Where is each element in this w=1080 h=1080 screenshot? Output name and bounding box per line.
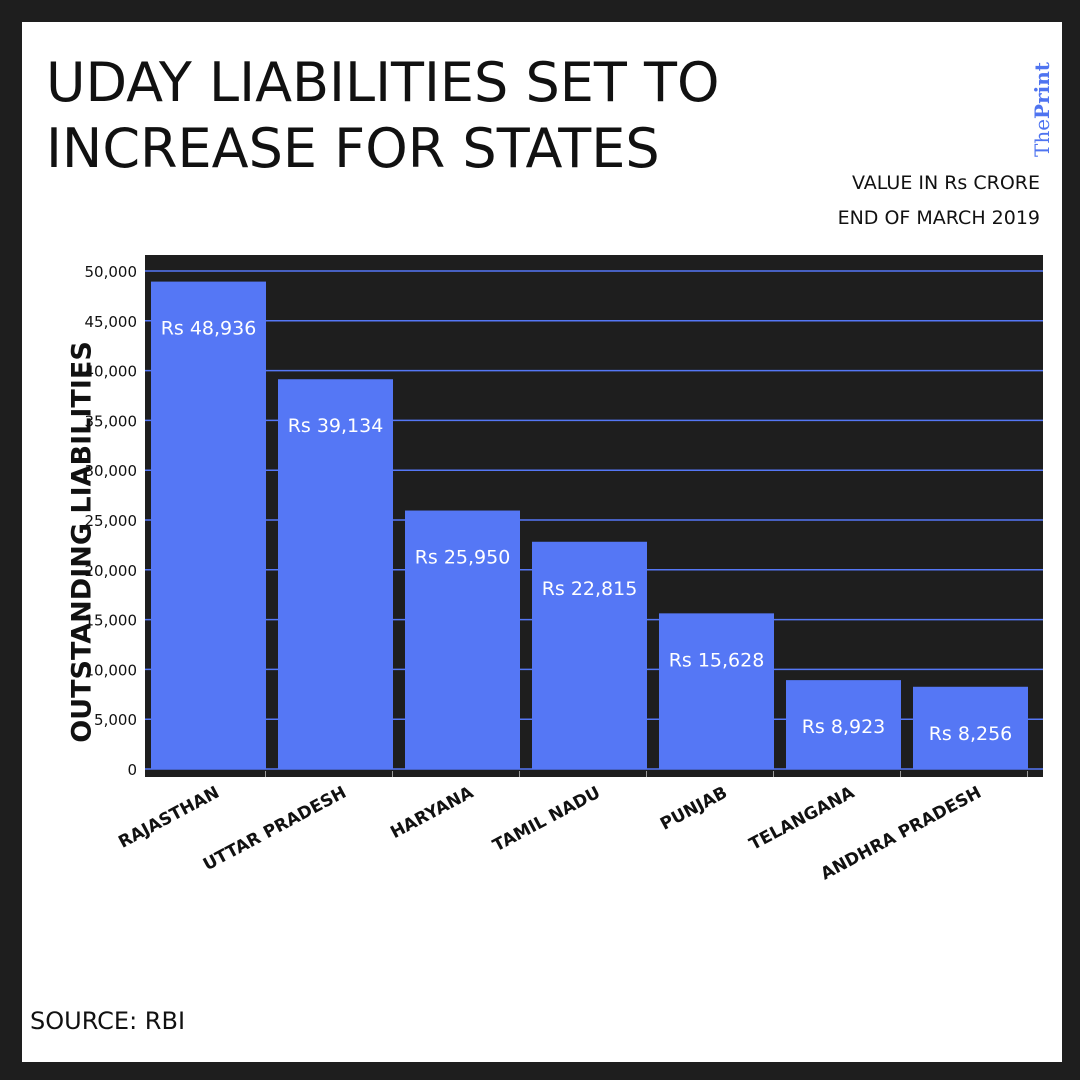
- y-tick-label: 25,000: [85, 512, 138, 530]
- y-tick-label: 30,000: [85, 462, 138, 480]
- bar: [659, 613, 774, 769]
- bar: [786, 680, 901, 769]
- x-tick-label: PUNJAB: [657, 783, 731, 835]
- data-label: Rs 8,923: [802, 716, 886, 738]
- bar: [913, 686, 1028, 769]
- data-label: Rs 15,628: [669, 649, 765, 671]
- y-tick-label: 0: [127, 761, 137, 779]
- bar: [151, 281, 266, 769]
- x-tick-label: TAMIL NADU: [490, 783, 604, 856]
- x-tick-label: HARYANA: [387, 782, 477, 843]
- date-note: END OF MARCH 2019: [837, 207, 1040, 229]
- data-label: Rs 22,815: [542, 578, 638, 600]
- y-tick-label: 45,000: [85, 313, 138, 331]
- data-label: Rs 48,936: [161, 318, 257, 340]
- unit-note: VALUE IN Rs CRORE: [852, 172, 1040, 194]
- y-tick-label: 20,000: [85, 562, 138, 580]
- x-tick-label: UTTAR PRADESH: [200, 783, 350, 875]
- y-tick-label: 10,000: [85, 661, 138, 679]
- y-tick-label: 15,000: [85, 612, 138, 630]
- source-note: SOURCE: RBI: [30, 1007, 186, 1035]
- bar: [532, 541, 647, 769]
- data-label: Rs 39,134: [288, 415, 384, 437]
- x-tick-label: TELANGANA: [746, 782, 858, 854]
- y-tick-label: 40,000: [85, 363, 138, 381]
- bar: [405, 510, 520, 769]
- y-tick-label: 50,000: [85, 263, 138, 281]
- y-tick-label: 35,000: [85, 412, 138, 430]
- y-tick-label: 5,000: [94, 711, 137, 729]
- data-label: Rs 25,950: [415, 547, 511, 569]
- data-label: Rs 8,256: [929, 723, 1013, 745]
- x-tick-label: RAJASTHAN: [115, 783, 223, 853]
- chart-title: UDAY LIABILITIES SET TO INCREASE FOR STA…: [46, 51, 720, 180]
- bar: [278, 379, 393, 769]
